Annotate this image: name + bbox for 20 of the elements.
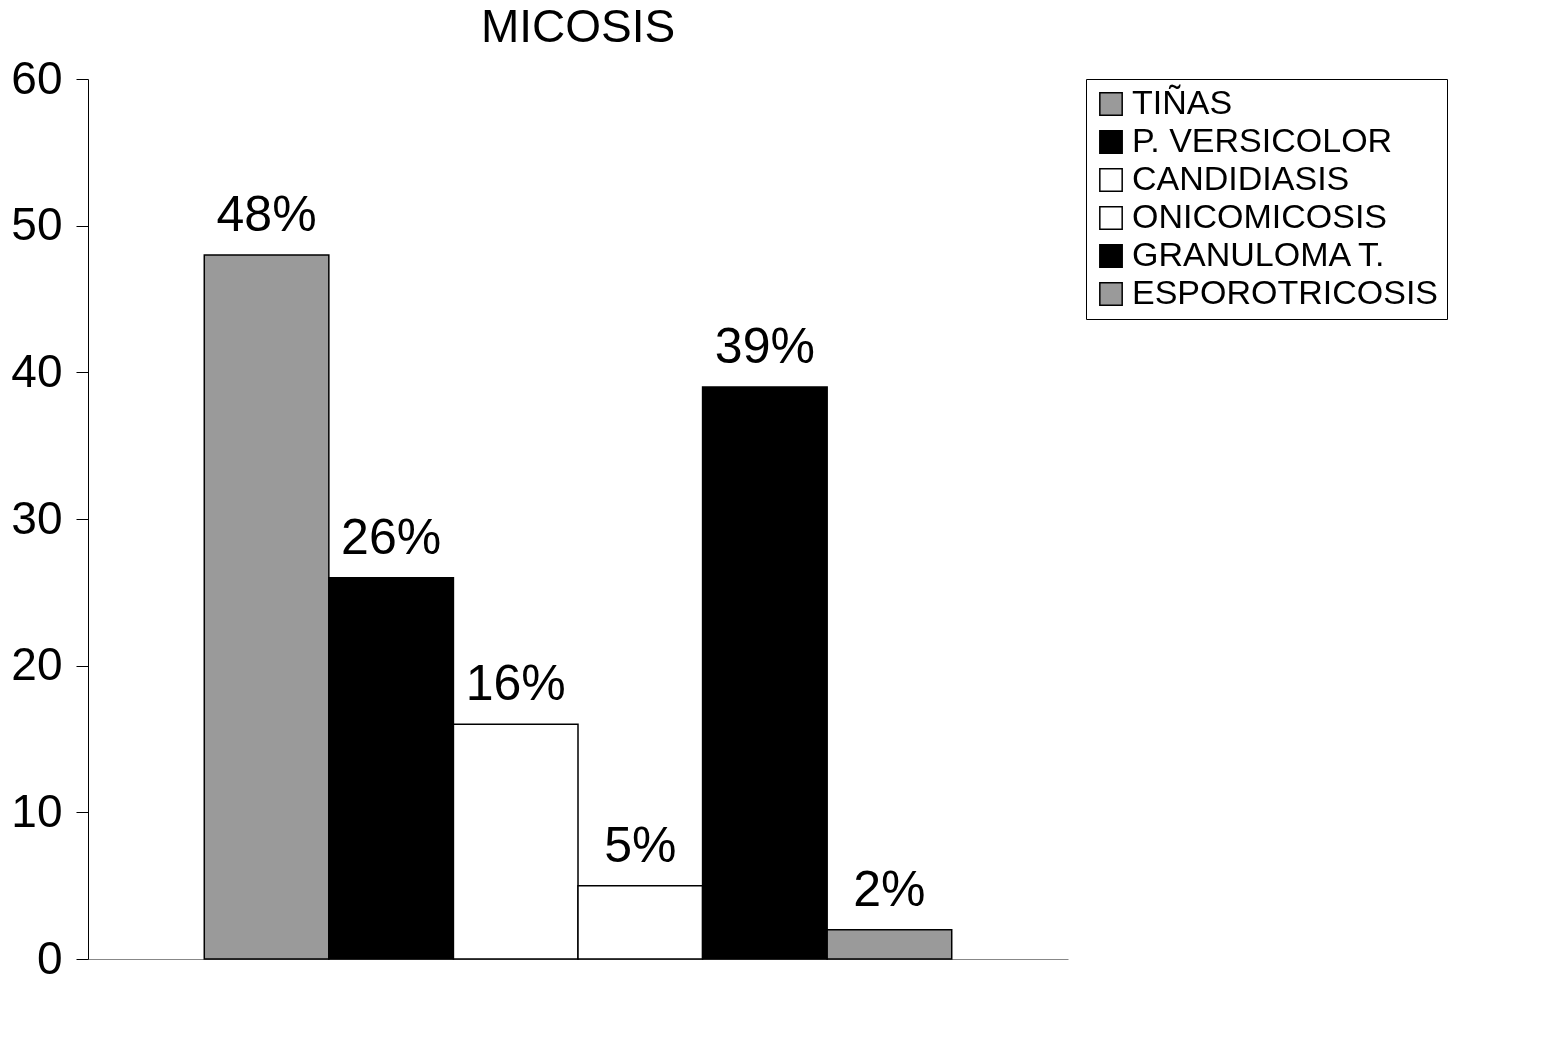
data-label: 16% [465, 655, 566, 712]
legend-label: ONICOMICOSIS [1132, 197, 1388, 235]
y-tick-label: 40 [11, 344, 63, 397]
data-label: 48% [216, 186, 317, 242]
legend-label: TIÑAS [1132, 83, 1233, 121]
data-label: 39% [714, 318, 815, 374]
legend-label: CANDIDIASIS [1132, 159, 1350, 197]
legend-label: GRANULOMA T. [1132, 235, 1385, 273]
y-tick-label: 50 [11, 198, 63, 251]
data-label: 2% [853, 860, 926, 917]
legend-label: ESPOROTRICOSIS [1132, 273, 1439, 311]
y-tick-label: 0 [36, 931, 63, 984]
data-label: 26% [341, 508, 442, 565]
y-tick-label: 60 [11, 51, 63, 104]
data-label: 5% [604, 816, 677, 873]
y-tick-label: 10 [11, 784, 63, 837]
chart-title: MICOSIS [480, 0, 676, 52]
y-tick-label: 30 [11, 491, 63, 544]
legend-label: P. VERSICOLOR [1132, 121, 1393, 159]
y-tick-label: 20 [11, 638, 63, 691]
